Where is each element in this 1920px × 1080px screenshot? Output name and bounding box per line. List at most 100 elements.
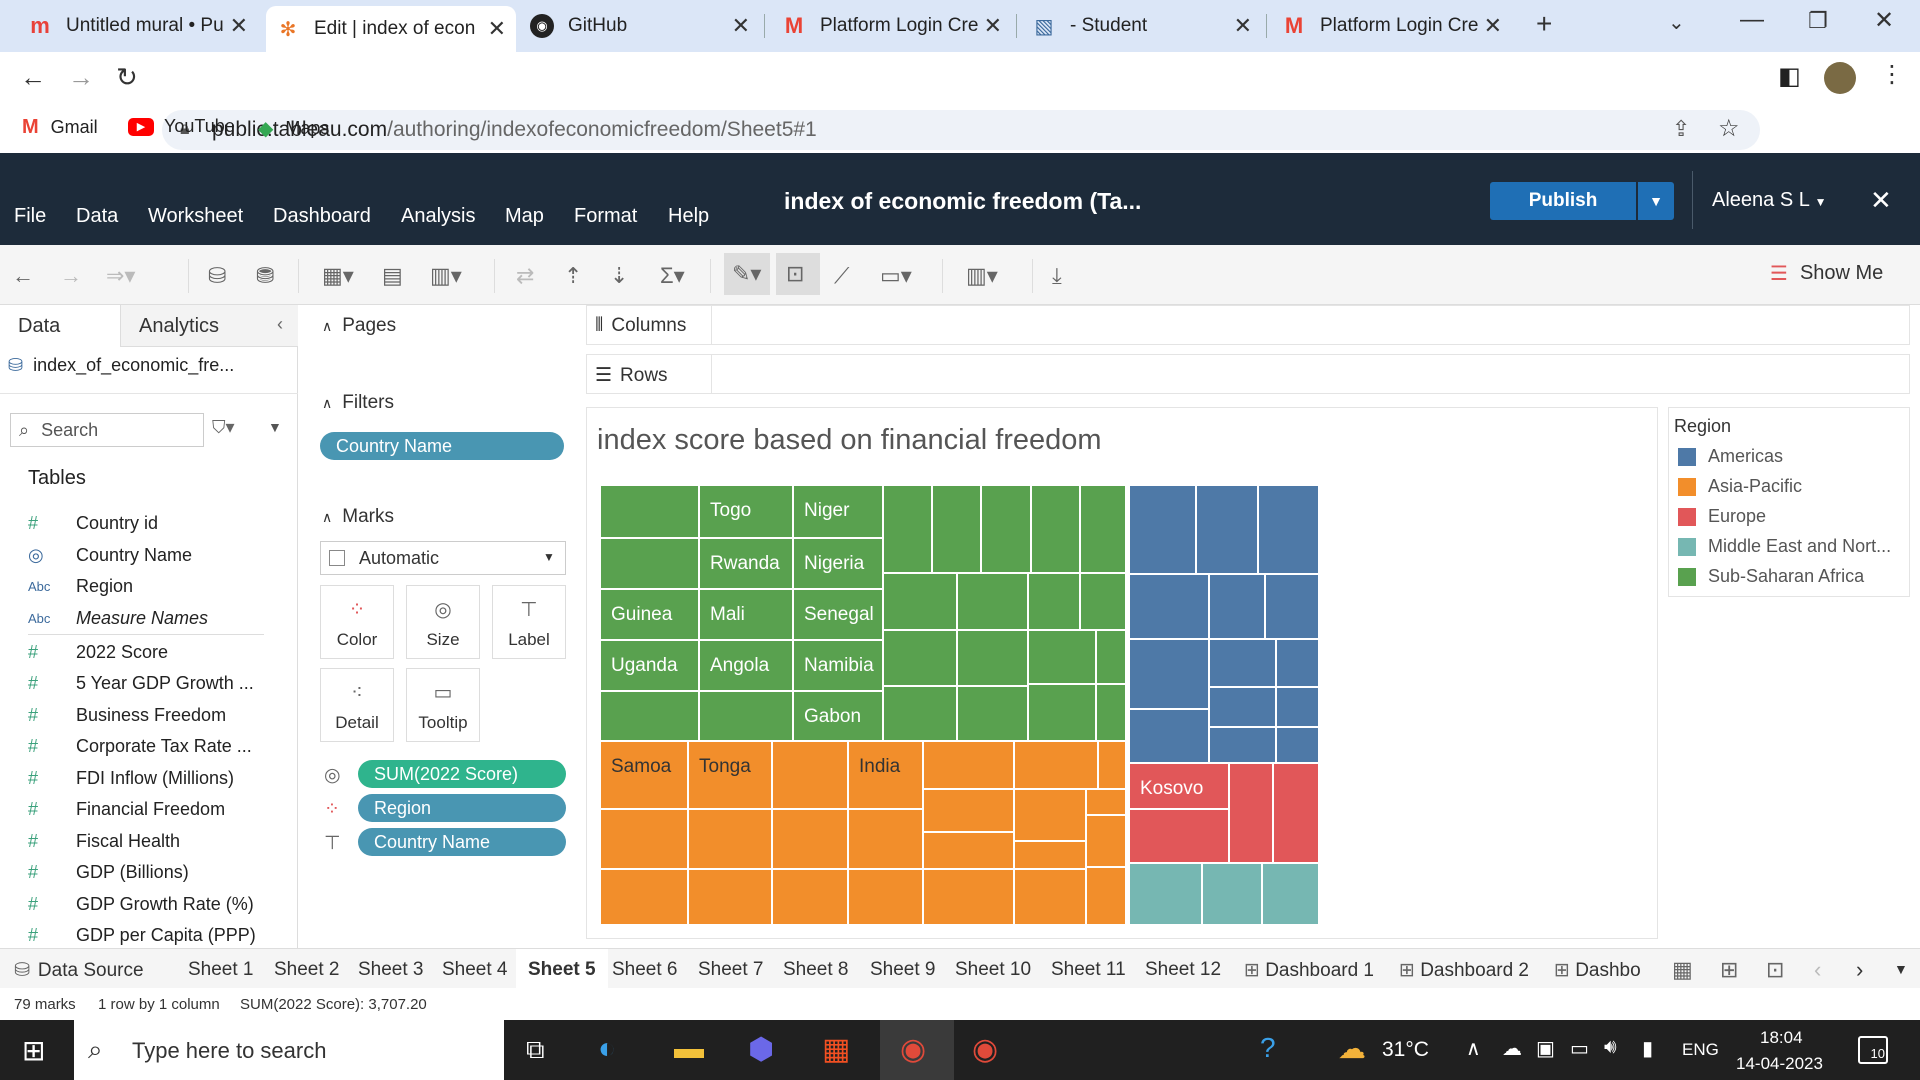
menu-analysis[interactable]: Analysis	[401, 205, 476, 227]
collapse-icon[interactable]: ‹	[277, 314, 283, 334]
treemap-mark[interactable]	[1229, 763, 1273, 863]
treemap-mark[interactable]	[1209, 639, 1276, 687]
legend-item[interactable]: Europe	[1678, 506, 1766, 527]
treemap-mark[interactable]	[600, 691, 699, 741]
app-icon[interactable]: ⬢	[748, 1033, 775, 1066]
format-icon[interactable]: ⟋	[834, 263, 850, 288]
treemap-mark[interactable]	[1014, 789, 1086, 841]
treemap-mark[interactable]	[848, 869, 923, 925]
clock-time[interactable]: 18:04	[1760, 1028, 1803, 1047]
browser-tab[interactable]: M Platform Login Cre ✕	[1272, 8, 1512, 44]
treemap-mark[interactable]	[923, 741, 1014, 789]
treemap-mark[interactable]	[1098, 741, 1126, 789]
sheet-tab[interactable]: Sheet 3	[358, 959, 424, 981]
treemap-mark[interactable]	[1265, 574, 1319, 639]
close-icon[interactable]: ✕	[731, 13, 750, 38]
treemap-mark[interactable]	[1031, 485, 1080, 573]
sheet-tab[interactable]: Sheet 10	[955, 959, 1031, 981]
field-item[interactable]: # GDP Growth Rate (%)	[28, 894, 254, 915]
sheet-tab[interactable]: Sheet 12	[1145, 959, 1221, 981]
treemap-mark[interactable]	[1014, 869, 1086, 925]
browser-tab[interactable]: ▧ - Student ✕	[1022, 8, 1262, 44]
close-icon[interactable]: ✕	[487, 16, 506, 41]
clock-date[interactable]: 14-04-2023	[1736, 1054, 1823, 1073]
treemap-mark[interactable]	[772, 869, 848, 925]
treemap-mark[interactable]	[772, 809, 848, 869]
reload-icon[interactable]: ↻	[116, 62, 138, 92]
treemap-mark[interactable]	[1202, 863, 1262, 925]
help-icon[interactable]: ?	[1260, 1032, 1276, 1063]
network-icon[interactable]: ▣	[1536, 1038, 1555, 1060]
more-menu-icon[interactable]: ⋮	[1880, 61, 1904, 88]
menu-format[interactable]: Format	[574, 205, 638, 227]
treemap-mark[interactable]	[1080, 573, 1126, 630]
data-source-tab[interactable]: ⛁ Data Source	[14, 959, 144, 982]
notification-center-icon[interactable]: 10	[1858, 1036, 1888, 1064]
field-item[interactable]: # Business Freedom	[28, 705, 226, 726]
window-close-icon[interactable]: ✕	[1874, 7, 1895, 34]
field-item[interactable]: Abc Measure Names	[28, 608, 208, 629]
swap-icon[interactable]: ⇄	[516, 263, 535, 288]
treemap-mark[interactable]: Angola	[699, 640, 793, 691]
field-item[interactable]: # Corporate Tax Rate ...	[28, 736, 252, 757]
close-icon[interactable]: ✕	[229, 13, 248, 38]
publish-dropdown-icon[interactable]: ▼	[1638, 182, 1674, 220]
treemap-mark[interactable]	[1129, 485, 1196, 574]
treemap-mark[interactable]	[1276, 727, 1319, 763]
field-item[interactable]: Abc Region	[28, 576, 133, 597]
treemap-mark[interactable]: Tonga	[688, 741, 772, 809]
new-tab-icon[interactable]: +	[1536, 8, 1553, 39]
treemap-mark[interactable]	[957, 686, 1028, 741]
treemap-mark[interactable]	[1276, 687, 1319, 727]
publish-button[interactable]: Publish	[1490, 182, 1636, 220]
user-menu[interactable]: Aleena S L ▼	[1712, 189, 1827, 212]
close-icon[interactable]: ✕	[1233, 13, 1252, 38]
datasource-item[interactable]: ⛁ index_of_economic_fre...	[8, 355, 234, 376]
back-icon[interactable]: ←	[20, 62, 46, 92]
field-item[interactable]: #2022 Score	[28, 642, 168, 663]
treemap-mark[interactable]	[1086, 815, 1126, 867]
treemap-mark[interactable]	[932, 485, 981, 573]
treemap-mark[interactable]	[772, 741, 848, 809]
sheet-tab[interactable]: Sheet 2	[274, 959, 340, 981]
treemap-mark[interactable]	[848, 809, 923, 869]
new-sheet-icon[interactable]: ▦	[1672, 957, 1693, 982]
sheet-tab[interactable]: Sheet 11	[1051, 959, 1126, 981]
treemap-mark[interactable]	[1273, 763, 1319, 863]
marks-heading[interactable]: ∧ Marks	[322, 506, 394, 528]
share-icon[interactable]: ⇪	[1672, 116, 1691, 141]
forward-icon[interactable]: →	[68, 62, 94, 92]
battery-icon[interactable]: ▭	[1570, 1038, 1589, 1060]
mark-pill-country-name[interactable]: Country Name	[358, 828, 566, 856]
highlight-button[interactable]: ✎▾	[724, 253, 770, 295]
menu-help[interactable]: Help	[668, 205, 710, 227]
sheet-tab[interactable]: Sheet 8	[783, 959, 849, 981]
filter-pill-country-name[interactable]: Country Name	[320, 432, 564, 460]
scroll-right-icon[interactable]: ›	[1856, 957, 1864, 982]
treemap-mark[interactable]	[1129, 639, 1209, 709]
show-labels-button[interactable]: ⊡	[776, 253, 820, 295]
treemap-mark[interactable]	[1258, 485, 1319, 574]
menu-dashboard[interactable]: Dashboard	[273, 205, 371, 227]
treemap-mark[interactable]	[1014, 741, 1098, 789]
sheet-tab[interactable]: ⊞ Dashbo	[1554, 959, 1641, 982]
treemap-mark[interactable]: Mali	[699, 589, 793, 640]
tab-analytics[interactable]: Analytics ‹	[120, 305, 298, 347]
treemap-mark[interactable]: Guinea	[600, 589, 699, 640]
field-item[interactable]: # Country id	[28, 513, 158, 534]
sheet-tab[interactable]: Sheet 9	[870, 959, 936, 981]
treemap-mark[interactable]: Nigeria	[793, 538, 883, 589]
new-datasource-icon[interactable]: ⛁	[208, 263, 227, 288]
treemap-mark[interactable]	[1096, 684, 1126, 741]
treemap-mark[interactable]: Kosovo	[1129, 763, 1229, 809]
menu-map[interactable]: Map	[505, 205, 544, 227]
search-input[interactable]: ⌕ Search	[10, 413, 204, 447]
treemap-mark[interactable]	[1014, 841, 1086, 869]
treemap-mark[interactable]	[1086, 867, 1126, 925]
treemap-mark[interactable]	[1028, 573, 1080, 630]
workbook-title[interactable]: index of economic freedom (Ta...	[784, 188, 1142, 214]
browser-tab-active[interactable]: ✻ Edit | index of econ ✕	[266, 6, 516, 52]
treemap-mark[interactable]	[1209, 727, 1276, 763]
treemap-mark[interactable]	[883, 686, 957, 741]
treemap-mark[interactable]	[1096, 630, 1126, 684]
